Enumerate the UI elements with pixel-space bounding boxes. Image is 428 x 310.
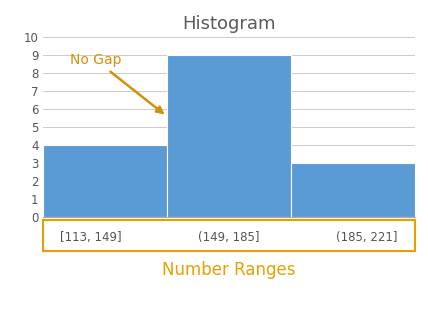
Text: No Gap: No Gap (70, 53, 163, 113)
Text: Number Ranges: Number Ranges (162, 261, 296, 279)
Title: Histogram: Histogram (182, 15, 276, 33)
Bar (43, 145, 167, 217)
Text: [113, 149]: [113, 149] (60, 231, 122, 244)
Text: (149, 185]: (149, 185] (198, 231, 260, 244)
Bar (291, 163, 415, 217)
Bar (167, 55, 291, 217)
Text: (185, 221]: (185, 221] (336, 231, 398, 244)
